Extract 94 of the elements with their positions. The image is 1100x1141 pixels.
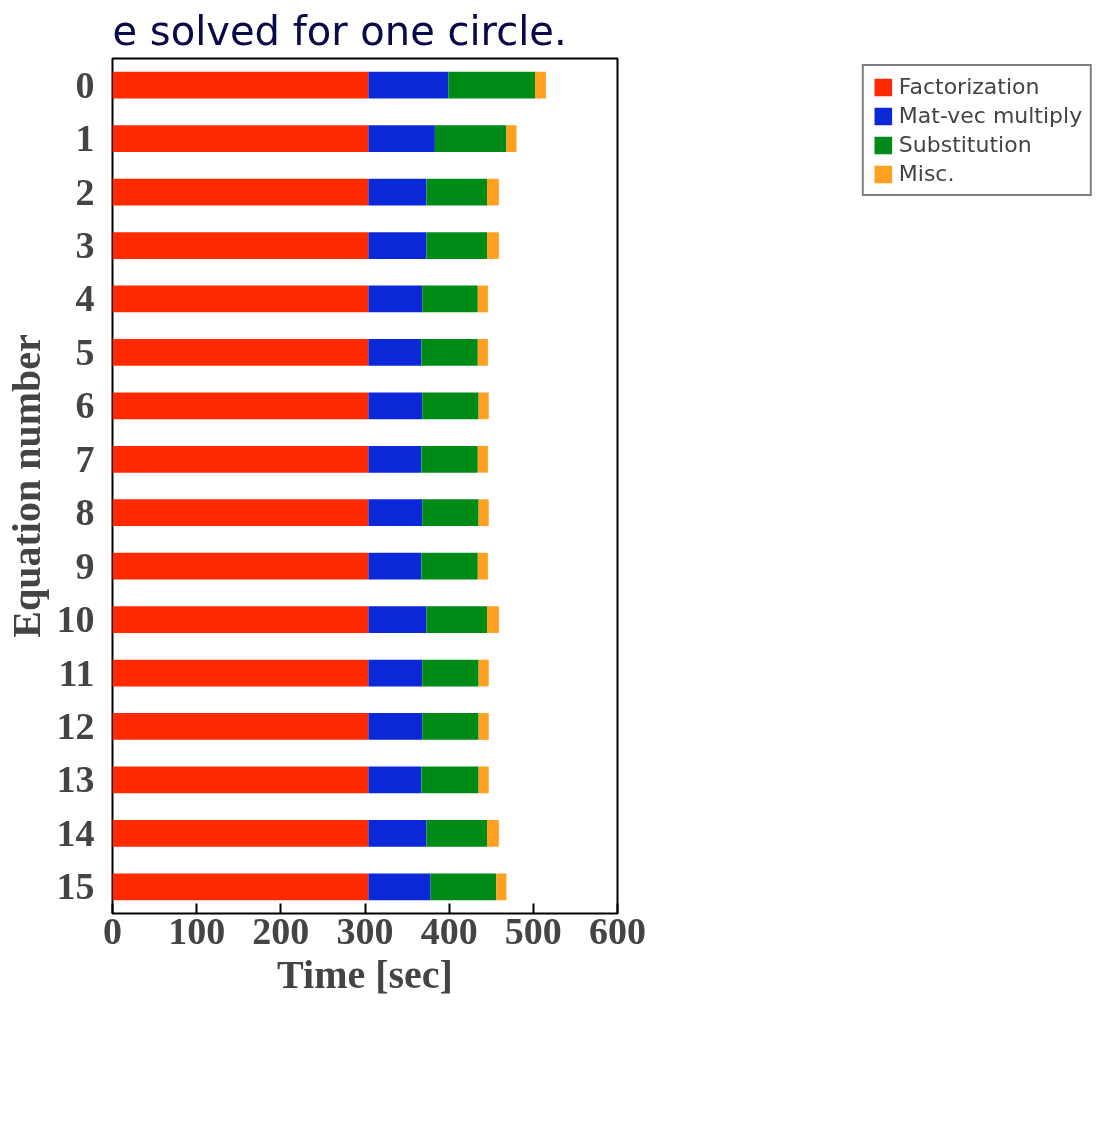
bar	[421, 766, 479, 794]
bar	[422, 499, 479, 527]
bar	[112, 125, 369, 153]
bar	[487, 178, 499, 206]
bar	[426, 819, 488, 847]
x-tick-label: 300	[336, 909, 394, 952]
bar	[487, 606, 499, 633]
x-tick-label: 600	[589, 909, 646, 952]
bar	[477, 552, 488, 580]
bar	[478, 713, 489, 740]
legend-label: Misc.	[898, 161, 955, 186]
y-tick-label: 9	[75, 544, 95, 587]
y-tick-label: 2	[75, 170, 95, 213]
bar	[422, 659, 479, 687]
bar	[368, 232, 427, 259]
legend-label: Mat-vec multiply	[898, 103, 1083, 128]
bar	[112, 232, 369, 259]
x-axis-title: Time [sec]	[277, 951, 453, 997]
y-tick-label: 4	[75, 277, 95, 320]
bar	[112, 339, 369, 366]
bar	[422, 285, 478, 313]
bar	[487, 819, 499, 847]
bar	[421, 445, 478, 473]
bar	[368, 766, 422, 794]
bar	[112, 713, 369, 740]
y-tick-label: 3	[75, 224, 95, 267]
bar	[112, 819, 369, 847]
bar	[368, 339, 422, 366]
x-tick-label: 200	[252, 909, 310, 952]
bar	[368, 392, 423, 420]
bar	[434, 125, 507, 153]
bar	[368, 445, 422, 473]
x-tick-label: 100	[168, 909, 226, 952]
bar	[477, 285, 488, 313]
bar	[487, 232, 499, 259]
bar	[368, 178, 427, 206]
bar	[368, 819, 427, 847]
bar	[112, 552, 369, 580]
bar	[368, 659, 423, 687]
bar	[112, 606, 369, 633]
y-tick-label: 5	[75, 330, 95, 373]
legend-label: Substitution	[898, 132, 1032, 157]
x-tick-label: 0	[103, 909, 122, 952]
bar	[112, 445, 369, 473]
bar	[426, 178, 488, 206]
bar	[422, 392, 479, 420]
bar	[421, 339, 478, 366]
y-tick-label: 8	[75, 491, 95, 534]
bar	[426, 232, 488, 259]
bar	[368, 125, 435, 153]
bar	[478, 766, 489, 794]
bar	[477, 339, 488, 366]
y-tick-label: 0	[75, 63, 95, 106]
x-tick-label: 400	[420, 909, 478, 952]
bar	[112, 392, 369, 420]
bar	[506, 125, 517, 153]
y-tick-label: 12	[56, 704, 95, 747]
y-tick-label: 15	[56, 865, 95, 908]
bar	[368, 285, 423, 313]
bar	[426, 606, 488, 633]
bar	[421, 552, 478, 580]
y-tick-label: 6	[75, 384, 95, 427]
bar	[368, 499, 423, 527]
bar	[496, 873, 507, 901]
text: e solved for one circle.	[112, 7, 567, 54]
bar	[368, 873, 431, 901]
x-tick-label: 500	[504, 909, 562, 952]
y-tick-label: 14	[56, 811, 95, 854]
bar	[368, 606, 427, 633]
bar	[478, 499, 489, 527]
bar	[535, 71, 546, 99]
bar	[112, 71, 369, 99]
bar	[478, 392, 489, 420]
bar	[478, 659, 489, 687]
bar	[422, 713, 479, 740]
y-tick-label: 11	[58, 651, 95, 694]
bar	[112, 178, 369, 206]
bar	[112, 285, 369, 313]
bar	[112, 766, 369, 794]
bar	[112, 659, 369, 687]
y-tick-label: 1	[75, 117, 95, 160]
bar	[448, 71, 536, 99]
bar	[477, 445, 488, 473]
bar	[368, 71, 449, 99]
bar	[112, 499, 369, 527]
y-tick-label: 10	[56, 598, 95, 641]
bar	[368, 552, 422, 580]
bar	[112, 873, 369, 901]
y-axis-title: Equation number	[3, 334, 49, 638]
y-tick-label: 7	[75, 437, 95, 480]
legend-label: Factorization	[898, 74, 1040, 99]
y-tick-label: 13	[56, 758, 95, 801]
bar	[430, 873, 497, 901]
bar	[368, 713, 423, 740]
